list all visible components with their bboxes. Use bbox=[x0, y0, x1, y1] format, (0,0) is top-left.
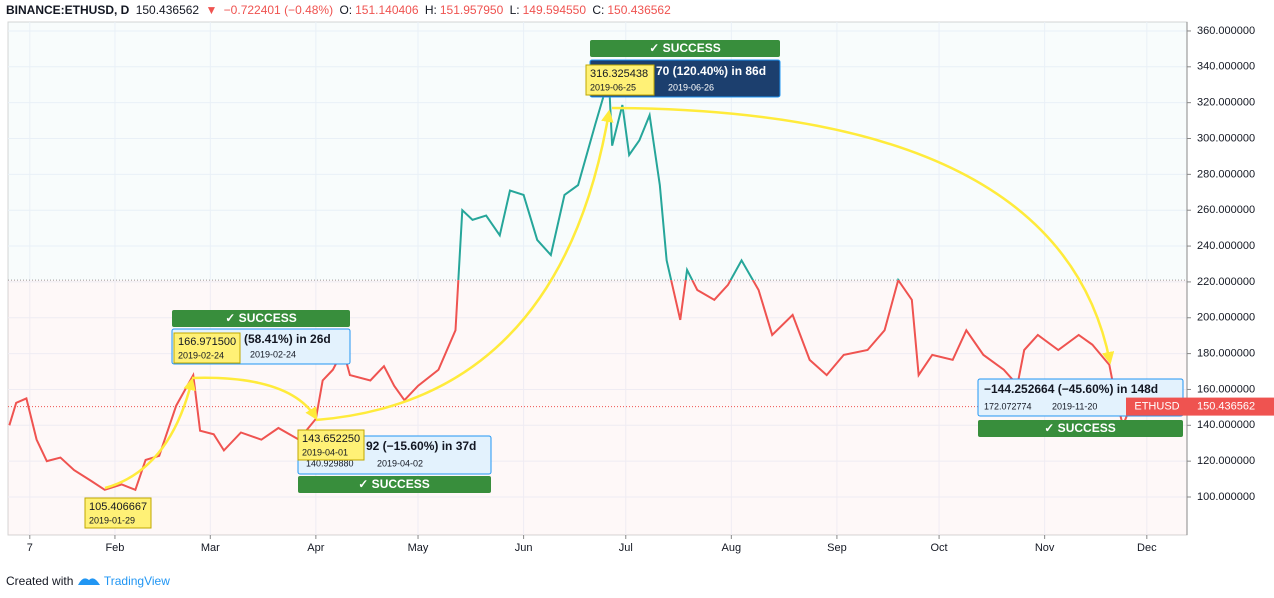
x-tick-label: Aug bbox=[722, 542, 742, 554]
x-tick-label: Jul bbox=[619, 542, 633, 554]
low-label: L: bbox=[509, 3, 520, 17]
x-tick-label: Feb bbox=[105, 542, 124, 554]
date: 2019-11-20 bbox=[1052, 401, 1097, 411]
arrow bbox=[191, 376, 318, 421]
arrows bbox=[104, 106, 1115, 490]
chart: ✓ SUCCESS (58.41%) in 26d 2019-02-24 166… bbox=[7, 21, 1274, 554]
summary: 70 (120.40%) in 86d bbox=[656, 64, 766, 78]
y-tick-label: 240.000000 bbox=[1197, 240, 1255, 252]
close: 150.436562 bbox=[607, 3, 671, 17]
y-tick-label: 160.000000 bbox=[1197, 383, 1255, 395]
y-tick-label: 220.000000 bbox=[1197, 276, 1255, 288]
status: ✓ SUCCESS bbox=[1044, 421, 1115, 435]
symbol: BINANCE:ETHUSD, D bbox=[6, 3, 130, 17]
point-date: 2019-04-01 bbox=[302, 447, 348, 457]
status: ✓ SUCCESS bbox=[225, 311, 296, 325]
date: 2019-02-24 bbox=[250, 349, 296, 359]
y-tick-label: 200.000000 bbox=[1197, 312, 1255, 324]
arrow: ▼ bbox=[205, 3, 218, 17]
plot-area bbox=[7, 21, 1188, 536]
point-date: 2019-01-29 bbox=[89, 515, 135, 525]
arrow bbox=[104, 377, 196, 490]
price-line bbox=[457, 75, 900, 281]
price: 172.072774 bbox=[984, 401, 1032, 411]
status-bar bbox=[172, 310, 350, 327]
y-tick-label: 140.000000 bbox=[1197, 419, 1255, 431]
logo bbox=[77, 578, 100, 585]
status-bar bbox=[978, 420, 1183, 437]
annotations: ✓ SUCCESS (58.41%) in 26d 2019-02-24 166… bbox=[84, 40, 1184, 529]
point-label bbox=[297, 429, 365, 461]
date: 2019-06-26 bbox=[668, 82, 714, 92]
arrow bbox=[611, 106, 1115, 365]
point-label bbox=[585, 64, 655, 96]
change: −0.722401 (−0.48%) bbox=[223, 3, 334, 17]
low: 149.594550 bbox=[522, 3, 587, 17]
status: ✓ SUCCESS bbox=[649, 41, 720, 55]
status-bar bbox=[590, 40, 780, 57]
y-tick-label: 300.000000 bbox=[1197, 132, 1255, 144]
point-label bbox=[84, 497, 152, 529]
y-tick-label: 340.000000 bbox=[1197, 61, 1255, 73]
open: 151.140406 bbox=[355, 3, 419, 17]
status: ✓ SUCCESS bbox=[358, 477, 429, 491]
point-price: 105.406667 bbox=[89, 501, 147, 513]
x-tick-label: 7 bbox=[27, 542, 33, 554]
high: 151.957950 bbox=[439, 3, 504, 17]
point-price: 166.971500 bbox=[178, 336, 236, 348]
x-tick-label: May bbox=[408, 542, 429, 554]
y-tick-label: 180.000000 bbox=[1197, 348, 1255, 360]
point-label bbox=[173, 332, 241, 364]
y-tick-label: 100.000000 bbox=[1197, 491, 1255, 503]
y-tick-label: 320.000000 bbox=[1197, 97, 1255, 109]
x-tick-label: Nov bbox=[1035, 542, 1055, 554]
x-tick-label: Dec bbox=[1137, 542, 1157, 554]
price-label-bg bbox=[1187, 397, 1274, 416]
point-price: 143.652250 bbox=[302, 433, 360, 445]
price: 150.436562 bbox=[135, 3, 200, 17]
footer: Created with TradingView bbox=[6, 573, 170, 588]
series-label: ETHUSD bbox=[1134, 401, 1179, 413]
point-price: 316.325438 bbox=[590, 68, 648, 80]
summary: −144.252664 (−45.60%) in 148d bbox=[984, 382, 1158, 396]
y-tick-label: 260.000000 bbox=[1197, 204, 1255, 216]
series-label-bg bbox=[1126, 397, 1187, 416]
y-tick-label: 120.000000 bbox=[1197, 455, 1255, 467]
y-tick-label: 360.000000 bbox=[1197, 25, 1255, 37]
point-date: 2019-06-25 bbox=[590, 82, 636, 92]
price-line bbox=[8, 280, 1141, 492]
summary: (58.41%) in 26d bbox=[244, 332, 331, 346]
x-tick-label: Jun bbox=[515, 542, 533, 554]
open-label: O: bbox=[339, 3, 353, 17]
created: Created with bbox=[6, 574, 74, 588]
x-tick-label: Oct bbox=[931, 542, 948, 554]
price-label: 150.436562 bbox=[1197, 401, 1255, 413]
summary: 92 (−15.60%) in 37d bbox=[366, 439, 476, 453]
arrow bbox=[315, 109, 614, 422]
x-tick-label: Mar bbox=[201, 542, 220, 554]
date: 2019-04-02 bbox=[377, 458, 423, 468]
y-tick-label: 280.000000 bbox=[1197, 168, 1255, 180]
x-tick-label: Apr bbox=[307, 542, 324, 554]
header: BINANCE:ETHUSD, D 150.436562 ▼ −0.722401… bbox=[6, 3, 674, 17]
price: 140.929880 bbox=[306, 458, 354, 468]
close-label: C: bbox=[592, 3, 605, 17]
high-label: H: bbox=[424, 3, 437, 17]
status-bar bbox=[298, 476, 491, 493]
brand: TradingView bbox=[103, 574, 170, 588]
x-tick-label: Sep bbox=[827, 542, 847, 554]
point-date: 2019-02-24 bbox=[178, 350, 224, 360]
